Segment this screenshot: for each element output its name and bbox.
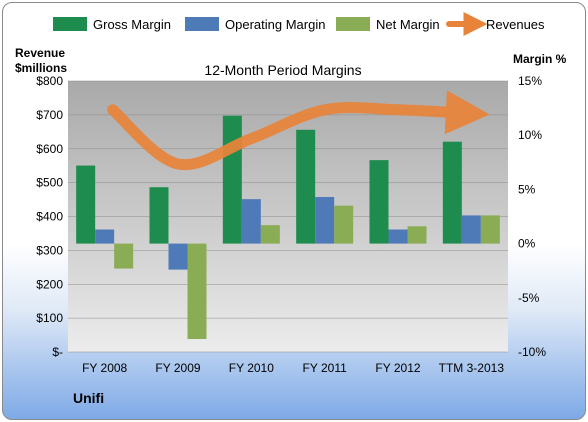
bar-gross-margin	[369, 160, 389, 244]
legend-label-gross-margin: Gross Margin	[93, 17, 171, 32]
bar-gross-margin	[149, 187, 169, 244]
left-axis-title-line2: $millions	[15, 61, 67, 75]
bar-net-margin	[260, 225, 280, 244]
bars	[76, 115, 500, 339]
margins-chart: Gross Margin Operating Margin Net Margin…	[15, 12, 567, 406]
right-axis-title: Margin %	[513, 52, 567, 66]
left-tick-label: $500	[36, 176, 63, 190]
bar-operating-margin	[461, 215, 481, 244]
bar-operating-margin	[95, 229, 115, 244]
category-label: FY 2009	[155, 361, 200, 375]
right-tick-label: 15%	[518, 74, 542, 88]
bar-gross-margin	[222, 115, 242, 244]
right-tick-label: 0%	[518, 237, 536, 251]
right-tick-label: -5%	[518, 291, 540, 305]
category-labels: FY 2008 FY 2009 FY 2010 FY 2011 FY 2012 TTM 3…	[82, 361, 504, 375]
category-label: TTM 3-2013	[439, 361, 505, 375]
right-axis-ticks: -10% -5% 0% 5% 10% 15%	[518, 74, 546, 359]
left-tick-label: $700	[36, 108, 63, 122]
category-label: FY 2011	[303, 361, 348, 375]
right-tick-label: -10%	[518, 345, 546, 359]
legend: Gross Margin Operating Margin Net Margin…	[53, 12, 545, 36]
legend-label-revenues: Revenues	[486, 17, 545, 32]
category-label: FY 2008	[82, 361, 127, 375]
category-label: FY 2012	[375, 361, 420, 375]
bar-operating-margin	[388, 229, 408, 244]
bar-gross-margin	[76, 165, 96, 244]
bar-operating-margin	[315, 196, 335, 244]
left-tick-label: $600	[36, 142, 63, 156]
revenue-line	[107, 90, 490, 171]
right-tick-label: 10%	[518, 128, 542, 142]
company-label: Unifi	[73, 390, 104, 406]
category-label: FY 2010	[229, 361, 274, 375]
left-tick-label: $400	[36, 210, 63, 224]
legend-label-operating-margin: Operating Margin	[225, 17, 325, 32]
left-axis-title-line1: Revenue	[15, 46, 65, 60]
left-axis-ticks: $- $100 $200 $300 $400 $500 $600 $700 $800	[36, 74, 63, 359]
right-tick-label: 5%	[518, 182, 536, 196]
bar-net-margin	[480, 215, 500, 244]
left-tick-label: $-	[52, 345, 63, 359]
chart-title: 12-Month Period Margins	[204, 62, 361, 78]
legend-label-net-margin: Net Margin	[376, 17, 440, 32]
bar-net-margin	[114, 243, 134, 269]
bar-gross-margin	[442, 141, 462, 244]
series-line-revenues	[107, 90, 490, 171]
gridlines	[68, 80, 508, 353]
bar-net-margin	[407, 226, 427, 244]
bar-operating-margin	[241, 199, 261, 244]
legend-swatch-net-margin	[336, 17, 370, 31]
left-tick-label: $100	[36, 311, 63, 325]
bar-net-margin	[187, 243, 207, 339]
legend-swatch-operating-margin	[185, 17, 219, 31]
left-tick-label: $300	[36, 243, 63, 257]
legend-swatch-gross-margin	[53, 17, 87, 31]
left-tick-label: $800	[36, 74, 63, 88]
bar-net-margin	[334, 205, 354, 244]
bar-gross-margin	[296, 129, 316, 244]
left-tick-label: $200	[36, 277, 63, 291]
bar-operating-margin	[168, 243, 188, 270]
